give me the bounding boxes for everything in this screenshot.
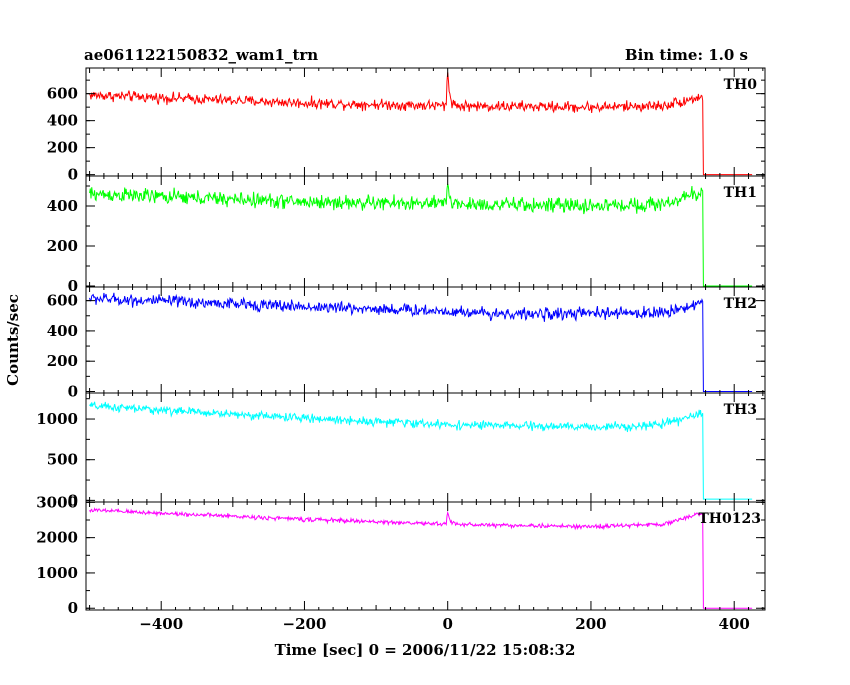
series-label-th1: TH1 <box>724 185 757 201</box>
y-axis-title: Counts/sec <box>4 294 22 386</box>
series-line-th2 <box>89 292 753 392</box>
x-tick-label: 200 <box>575 615 606 633</box>
panel-frame <box>85 175 766 288</box>
series-label-th3: TH3 <box>724 402 757 418</box>
panel-th0: 0 200 400 600 TH0 <box>47 67 766 184</box>
y-tick-label: 2000 <box>36 529 78 547</box>
series-line-th0123 <box>89 507 753 609</box>
x-tick-label: 0 <box>442 615 452 633</box>
x-tick-label: −400 <box>139 615 183 633</box>
y-tick-label: 200 <box>47 352 78 370</box>
bin-time-label: Bin time: 1.0 s <box>625 46 748 64</box>
y-tick-label: 500 <box>47 451 78 469</box>
y-tick-label: 200 <box>47 139 78 157</box>
y-tick-label: 0 <box>68 277 78 295</box>
y-tick-label: 400 <box>47 197 78 215</box>
y-tick-label: 1000 <box>36 564 78 582</box>
series-label-th0123: TH0123 <box>698 511 761 527</box>
x-axis-title: Time [sec] 0 = 2006/11/22 15:08:32 <box>275 641 576 659</box>
panel-frame <box>85 67 766 177</box>
series-line-th3 <box>89 401 753 500</box>
y-tick-label: 1000 <box>36 410 78 428</box>
x-tick-label: −200 <box>283 615 327 633</box>
series-line-th1 <box>89 183 753 287</box>
series-line-th0 <box>89 72 753 176</box>
panels: 0 200 400 600 TH0 0 200 400 TH1 0 200 400 600 TH2 0 500… <box>36 67 766 633</box>
panel-frame <box>85 286 766 394</box>
series-label-th2: TH2 <box>724 296 757 312</box>
panel-frame <box>85 501 766 611</box>
x-tick-label: 400 <box>719 615 750 633</box>
panel-th0123: 0 1000 2000 3000 TH0123 <box>36 493 766 617</box>
y-tick-label: 600 <box>47 292 78 310</box>
panel-frame <box>85 392 766 503</box>
y-tick-label: 0 <box>68 382 78 400</box>
panel-th1: 0 200 400 TH1 <box>47 175 766 295</box>
x-axis: −400 −200 0 200 400 <box>139 615 750 633</box>
y-tick-label: 200 <box>47 237 78 255</box>
y-tick-label: 0 <box>68 491 78 509</box>
y-tick-label: 400 <box>47 322 78 340</box>
series-label-th0: TH0 <box>724 77 758 93</box>
y-tick-label: 0 <box>68 166 78 184</box>
panel-th2: 0 200 400 600 TH2 <box>47 286 766 400</box>
y-tick-label: 0 <box>68 599 78 617</box>
panel-th3: 0 500 1000 TH3 <box>36 392 766 509</box>
y-tick-label: 400 <box>47 112 78 130</box>
y-tick-label: 3000 <box>36 493 78 511</box>
y-tick-label: 600 <box>47 85 78 103</box>
chart-title: ae061122150832_wam1_trn <box>84 46 318 64</box>
